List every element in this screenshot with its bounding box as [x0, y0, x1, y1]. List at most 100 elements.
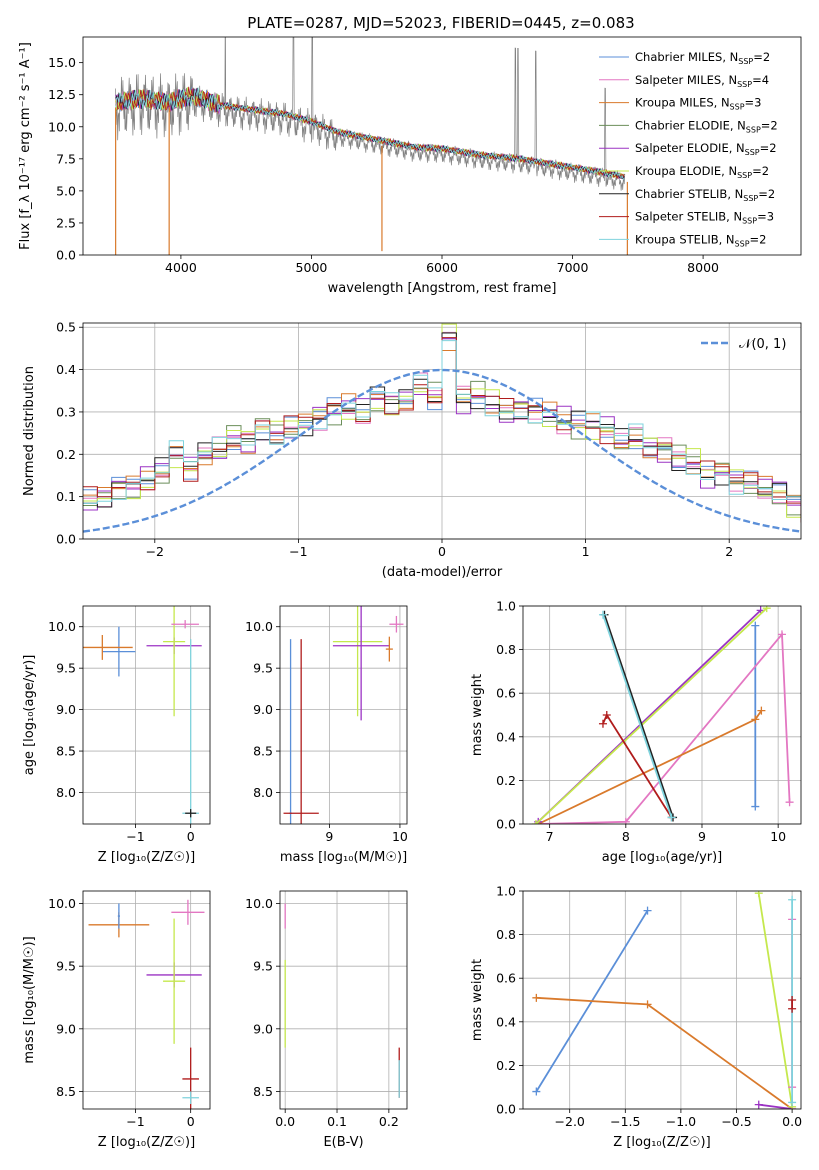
- plot-area: [83, 323, 801, 533]
- x-tick-label: 8000: [687, 260, 719, 275]
- mass-weight-marker: [777, 630, 786, 639]
- x-tick-label: −0.5: [721, 1114, 751, 1129]
- residual-histogram: [83, 331, 801, 516]
- y-tick-label: 10.0: [245, 896, 273, 911]
- y-tick-label: 2.5: [56, 215, 76, 230]
- legend-count: =3: [757, 210, 774, 224]
- normal-curve: [83, 368, 801, 533]
- residual-histogram: [83, 338, 801, 511]
- legend-label: 𝒩(0, 1): [739, 337, 786, 352]
- y-tick-label: 8.5: [253, 744, 273, 759]
- y-tick-label: 0.0: [56, 532, 76, 547]
- x-tick-label: −1.5: [610, 1114, 640, 1129]
- legend-count: =2: [758, 187, 775, 201]
- y-tick-label: 0.4: [496, 1014, 516, 1029]
- y-tick-label: 0.0: [496, 817, 516, 832]
- mass-weight-marker: [667, 813, 676, 822]
- panel-age-vs-Z: −1 0 8.0 8.5 9.0 9.5 10.0 Z [log₁₀(Z/Z☉)] age [l…: [22, 605, 211, 865]
- y-tick-label: 0.2: [496, 1058, 516, 1073]
- mass-weight-marker: [785, 798, 794, 807]
- x-tick-label: 0: [187, 829, 195, 844]
- panel-spectrum: 4000 5000 6000 7000 8000 0.0 2.5 5.0 7.5 10.0 12.5…: [18, 36, 802, 296]
- legend-label: Chabrier STELIB, NSSP=2: [635, 187, 775, 203]
- legend-count: =2: [760, 141, 777, 155]
- mass-weight-marker: [762, 606, 771, 613]
- y-tick-label: 10.0: [48, 619, 76, 634]
- legend-count: =3: [745, 96, 762, 110]
- y-tick-label: 7.5: [56, 151, 76, 166]
- mass-weight-marker: [598, 719, 607, 728]
- y-tick-label: 8.0: [56, 785, 76, 800]
- y-axis-label: mass weight: [470, 959, 485, 1041]
- mass-weight-line: [603, 614, 674, 818]
- y-tick-label: 0.5: [56, 320, 76, 335]
- x-tick-label: 0: [438, 544, 446, 559]
- legend-subscript: SSP: [737, 80, 752, 89]
- mass-weight-marker: [788, 895, 797, 904]
- x-tick-label: 0.1: [327, 1114, 347, 1129]
- y-tick-label: 0.0: [496, 1102, 516, 1117]
- y-tick-label: 0.2: [56, 447, 76, 462]
- x-tick-label: 2: [725, 544, 733, 559]
- y-tick-label: 0.1: [56, 489, 76, 504]
- legend-count: =2: [753, 50, 770, 64]
- residual-histogram: [83, 350, 801, 504]
- y-tick-label: 9.5: [56, 661, 76, 676]
- residual-histogram: [83, 338, 801, 519]
- x-tick-label: 10: [770, 829, 786, 844]
- legend-label: Chabrier MILES, NSSP=2: [635, 50, 770, 66]
- y-tick-label: 10.0: [48, 119, 76, 134]
- y-tick-label: 9.0: [56, 1021, 76, 1036]
- axes-frame: [279, 605, 408, 825]
- legend-label: Salpeter ELODIE, NSSP=2: [635, 141, 777, 157]
- x-tick-label: 6000: [426, 260, 458, 275]
- panel-weight-vs-age: 7 8 9 10 0.0 0.2 0.4 0.6 0.8 1.0 age [log₁₀(age/yr…: [470, 599, 802, 865]
- residual-histogram: [83, 340, 801, 504]
- residual-histogram: [83, 323, 801, 519]
- mass-weight-marker: [757, 706, 766, 715]
- x-tick-label: 5000: [296, 260, 328, 275]
- y-tick-label: 8.5: [56, 1084, 76, 1099]
- plot-area: [83, 606, 202, 824]
- mass-weight-marker: [531, 820, 540, 824]
- legend-label: Kroupa MILES, NSSP=3: [635, 96, 761, 112]
- legend-count: =4: [752, 73, 769, 87]
- y-tick-label: 8.0: [253, 785, 273, 800]
- axes-frame: [522, 890, 802, 1110]
- plot-area: [532, 891, 797, 1109]
- mass-weight-marker: [788, 1004, 797, 1013]
- x-tick-label: −2: [146, 544, 164, 559]
- plot-area: [284, 903, 400, 1098]
- x-axis-label: (data-model)/error: [382, 565, 503, 580]
- mass-weight-marker: [754, 1100, 763, 1109]
- legend-subscript: SSP: [737, 171, 752, 180]
- panel-age-vs-mass: 9 10 8.0 8.5 9.0 9.5 10.0 mass [log₁₀(M/M☉)]: [245, 605, 408, 865]
- mass-weight-line: [758, 1103, 793, 1109]
- mass-weight-line: [757, 893, 793, 1107]
- legend-subscript: SSP: [746, 125, 761, 134]
- mass-weight-marker: [788, 1098, 797, 1107]
- mass-weight-marker: [643, 1000, 652, 1009]
- mass-weight-marker: [598, 610, 607, 619]
- y-tick-label: 10.0: [245, 619, 273, 634]
- legend-label: Chabrier ELODIE, NSSP=2: [635, 118, 778, 134]
- legend-label: Kroupa STELIB, NSSP=2: [635, 232, 766, 248]
- y-tick-label: 0.3: [56, 404, 76, 419]
- x-tick-label: 0.0: [275, 1114, 295, 1129]
- y-tick-label: 9.5: [253, 661, 273, 676]
- x-axis-label: mass [log₁₀(M/M☉)]: [280, 850, 407, 865]
- y-tick-label: 0.4: [56, 362, 76, 377]
- x-tick-label: 10: [392, 829, 408, 844]
- x-tick-label: 4000: [165, 260, 197, 275]
- residual-histogram: [83, 332, 801, 516]
- x-tick-label: 8: [622, 829, 630, 844]
- legend-subscript: SSP: [730, 103, 745, 112]
- y-tick-label: 0.8: [496, 927, 516, 942]
- x-tick-label: 9: [325, 829, 333, 844]
- x-tick-label: −2.0: [555, 1114, 585, 1129]
- mass-weight-line: [538, 631, 791, 824]
- plot-area: [88, 899, 205, 1109]
- y-tick-label: 12.5: [48, 87, 76, 102]
- legend-subscript: SSP: [742, 217, 757, 226]
- y-tick-label: 5.0: [56, 183, 76, 198]
